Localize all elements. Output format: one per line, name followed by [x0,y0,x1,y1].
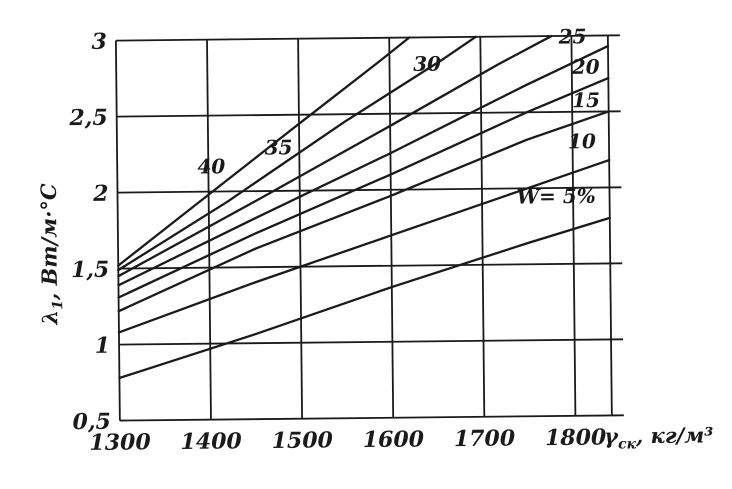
gridline-x-1500 [298,39,302,419]
gridline-x-1700 [480,37,484,417]
gridline-x-1400 [207,40,211,420]
x-tick-label-1400: 1400 [180,428,242,455]
gridline-y-0,5 [120,415,612,420]
x-axis-symbol: γ [604,423,618,448]
curve-label-w5: W= 5% [517,184,596,209]
curve-label-30: 30 [413,52,441,76]
x-tick-label-1600: 1600 [363,426,425,453]
gridline-x-1300 [116,41,120,421]
x-tick-label-1700: 1700 [454,425,516,452]
y-axis-title: λ1, Вт/м·°С [35,139,67,369]
x-axis-units: , кг/м³ [636,422,714,448]
gridline-y-3 [116,35,608,40]
gridline-y-1 [119,339,611,344]
curve-label-20: 20 [571,55,600,79]
y-tick-label-2: 2 [92,181,109,207]
curve-label-10: 10 [568,129,596,153]
curve-label-35: 35 [264,135,292,159]
gridline-y-2,5 [117,111,609,116]
curve-25 [116,46,610,285]
y-axis-symbol: λ [37,310,62,325]
y-tick-label-2,5: 2,5 [68,105,108,131]
y-tick-label-3: 3 [91,29,107,55]
x-tick-label-1800: 1800 [545,424,607,451]
y-tick-label-1: 1 [95,333,111,359]
y-tick-label-1,5: 1,5 [71,257,110,283]
curve-label-40: 40 [197,154,225,178]
frame-right [608,35,612,415]
y-axis-units: , Вт/м·°С [36,183,62,300]
gridline-x-1600 [389,38,393,418]
curve-label-25: 25 [558,24,587,48]
curve-w5 [118,218,612,378]
x-axis-title: γск, кг/м³ [604,422,714,452]
curve-label-15: 15 [572,88,600,112]
y-tick-label-0,5: 0,5 [72,409,111,435]
x-tick-label-1500: 1500 [272,427,334,454]
x-axis-subscript: ск [618,436,636,452]
y-axis-subscript: 1 [50,300,66,310]
